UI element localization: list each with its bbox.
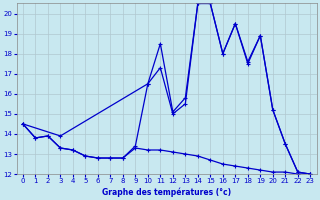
- X-axis label: Graphe des températures (°c): Graphe des températures (°c): [102, 187, 231, 197]
